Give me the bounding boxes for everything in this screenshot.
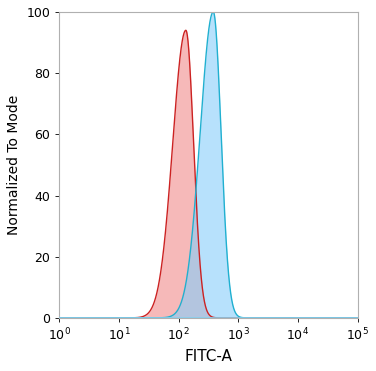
X-axis label: FITC-A: FITC-A bbox=[185, 349, 232, 364]
Y-axis label: Normalized To Mode: Normalized To Mode bbox=[7, 95, 21, 235]
